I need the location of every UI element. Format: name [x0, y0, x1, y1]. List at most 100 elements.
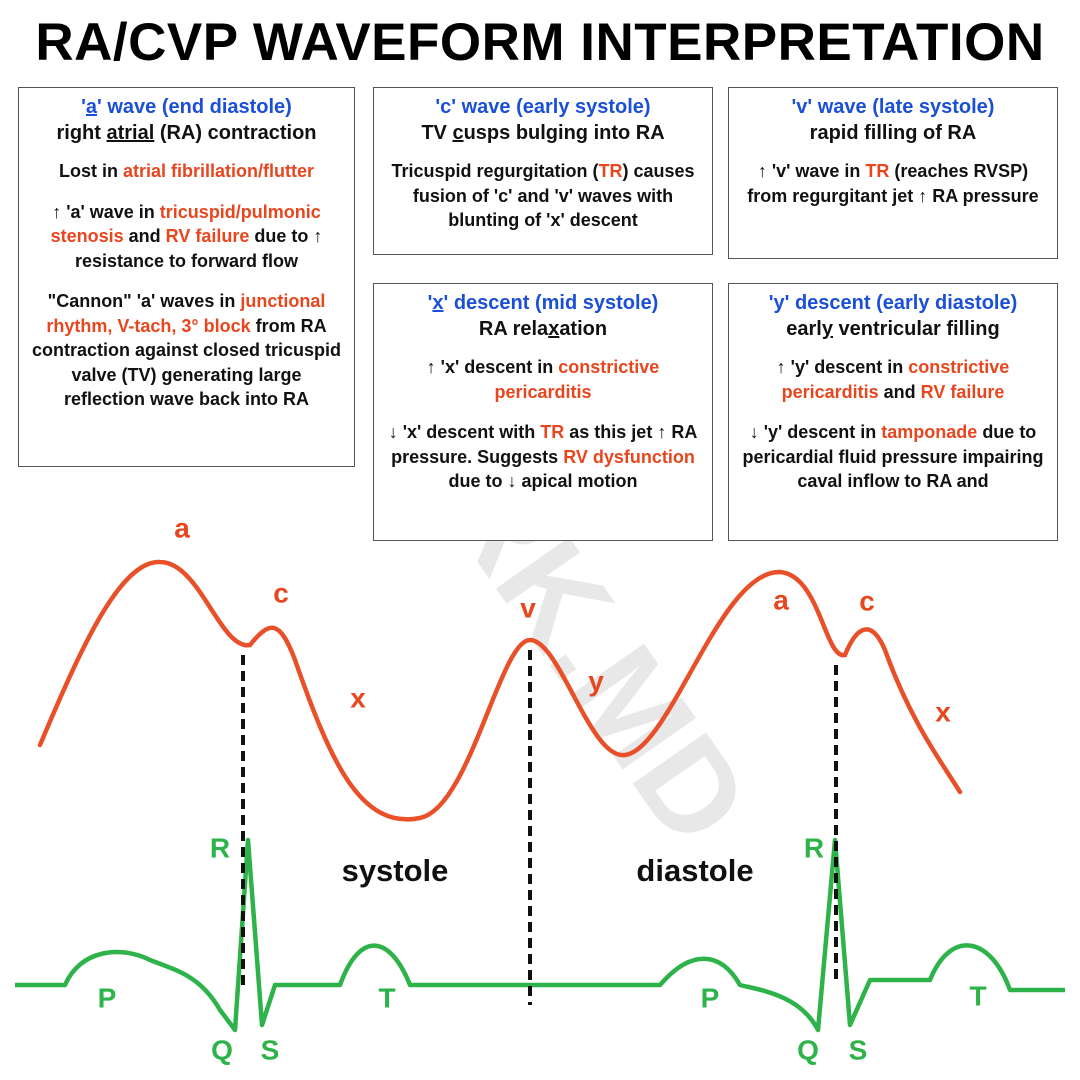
- info-box: 'v' wave (late systole) rapid filling of …: [728, 87, 1058, 259]
- box-paragraph: ↑ 'v' wave in TR (reaches RVSP) from reg…: [739, 159, 1047, 208]
- text-run: due to ↓ apical motion: [448, 471, 638, 491]
- text-run: from RA contraction against closed tricu…: [31, 315, 342, 410]
- box-subheading: right atrial (RA) contraction: [29, 120, 344, 147]
- text-run: ↓ 'x' descent with: [388, 422, 541, 442]
- text-run: RA rela: [478, 318, 549, 340]
- text-run: ↑ 'a' wave in: [52, 201, 160, 222]
- wave-label: c: [273, 577, 289, 608]
- text-run: ↑ 'v' wave in: [757, 161, 866, 181]
- box-subheading: early ventricular filling: [739, 316, 1047, 343]
- text-run: due to ↑ resistance to forward flow: [74, 226, 323, 271]
- text-run: ation: [559, 318, 608, 340]
- box-paragraph: ↑ 'a' wave in tricuspid/pulmonic stenosi…: [29, 200, 344, 274]
- text-run: RV failure: [920, 381, 1005, 402]
- ecg-label: S: [849, 1034, 868, 1065]
- text-run: atrial: [106, 122, 155, 144]
- text-run: (RA) contraction: [154, 122, 317, 144]
- box-paragraph: ↑ 'y' descent in constrictive pericardit…: [739, 355, 1047, 404]
- text-run: and: [878, 381, 921, 402]
- ecg-waveform: [15, 837, 1065, 1033]
- wave-label: v: [520, 592, 536, 623]
- text-run: ': [81, 96, 86, 118]
- text-run: ' wave (end diastole): [97, 96, 292, 118]
- info-box: 'y' descent (early diastole) early ventri…: [728, 283, 1058, 541]
- text-run: as this jet ↑ RA pressure. Suggests: [391, 422, 698, 467]
- text-run: ↓ 'y' descent in: [749, 422, 882, 442]
- text-run: TR: [540, 422, 565, 442]
- text-run: RV failure: [165, 226, 250, 246]
- text-run: c: [452, 122, 464, 144]
- wave-label: x: [350, 682, 366, 713]
- box-subheading: RA relaxation: [384, 316, 702, 343]
- text-run: ↑ 'y' descent in: [776, 357, 909, 377]
- page-title: RA/CVP WAVEFORM INTERPRETATION: [35, 13, 1045, 72]
- box-paragraph: "Cannon" 'a' waves in junctional rhythm,…: [29, 289, 344, 412]
- text-run: 'v' wave (late systole): [791, 96, 995, 118]
- ecg-label: R: [210, 832, 230, 863]
- box-paragraph: ↓ 'y' descent in tamponade due to perica…: [739, 420, 1047, 494]
- text-run: and: [123, 226, 166, 246]
- box-subheading: TV cusps bulging into RA: [384, 120, 702, 147]
- text-run: Lost in: [58, 161, 123, 181]
- timing-lines: [241, 650, 838, 1005]
- box-paragraph: ↑ 'x' descent in constrictive pericardit…: [384, 355, 702, 404]
- text-run: TR: [865, 161, 890, 181]
- text-run: constrictive pericarditis: [781, 357, 1010, 402]
- info-box: 'c' wave (early systole) TV cusps bulging…: [373, 87, 713, 255]
- phase-label: systole: [342, 853, 449, 888]
- text-run: ': [427, 292, 433, 314]
- box-heading: 'x' descent (mid systole): [384, 290, 702, 316]
- box-heading: 'a' wave (end diastole): [29, 94, 344, 120]
- ecg-label: Q: [797, 1034, 819, 1065]
- box-paragraph: Tricuspid regurgitation (TR) causes fusi…: [384, 159, 702, 233]
- text-run: y: [821, 318, 833, 340]
- text-run: ↑ 'x' descent in: [426, 357, 559, 377]
- text-run: 'c' wave (early systole): [435, 96, 651, 118]
- text-run: tricuspid/pulmonic stenosis: [50, 201, 321, 247]
- text-run: "Cannon" 'a' waves in: [47, 291, 241, 311]
- text-run: atrial fibrillation/flutter: [122, 161, 314, 181]
- text-run: constrictive pericarditis: [494, 357, 660, 402]
- text-run: TV: [421, 122, 453, 144]
- text-run: junctional rhythm, V-tach, 3° block: [46, 291, 326, 336]
- box-heading: 'v' wave (late systole): [739, 94, 1047, 120]
- ecg-label: P: [98, 982, 117, 1013]
- box-heading: 'c' wave (early systole): [384, 94, 702, 120]
- text-run: ventricular filling: [833, 318, 1000, 340]
- text-run: x: [432, 292, 444, 314]
- text-run: ) causes fusion of 'c' and 'v' waves wit…: [412, 161, 695, 230]
- text-run: rapid filling of RA: [809, 122, 977, 144]
- ecg-label: R: [804, 832, 824, 863]
- wave-label: y: [588, 665, 604, 696]
- text-run: Tricuspid regurgitation (: [391, 161, 599, 181]
- text-run: right: [56, 122, 107, 144]
- text-run: usps bulging into RA: [463, 122, 665, 144]
- info-box: 'a' wave (end diastole) right atrial (RA)…: [18, 87, 355, 467]
- wave-label: x: [935, 696, 951, 727]
- ra-waveform: [37, 559, 963, 822]
- box-paragraph: Lost in atrial fibrillation/flutter: [29, 159, 344, 184]
- ecg-label: S: [261, 1034, 280, 1065]
- text-run: x: [548, 318, 560, 340]
- box-paragraph: ↓ 'x' descent with TR as this jet ↑ RA p…: [384, 420, 702, 494]
- text-run: ' descent (mid systole): [443, 292, 659, 314]
- ecg-label: P: [701, 982, 720, 1013]
- text-run: (reaches RVSP) from regurgitant jet ↑ RA…: [747, 161, 1039, 206]
- box-heading: 'y' descent (early diastole): [739, 290, 1047, 316]
- wave-label: a: [174, 512, 190, 543]
- box-subheading: rapid filling of RA: [739, 120, 1047, 147]
- text-run: tamponade: [881, 422, 978, 442]
- text-run: 'y' descent (early diastole): [768, 292, 1018, 314]
- text-run: TR: [598, 161, 623, 181]
- text-run: RV dysfunction: [563, 446, 695, 467]
- ecg-label: T: [378, 982, 395, 1013]
- ecg-label: Q: [211, 1034, 233, 1065]
- info-box: 'x' descent (mid systole) RA relaxation ↑ …: [373, 283, 713, 541]
- wave-label: c: [859, 585, 875, 616]
- text-run: a: [85, 96, 98, 118]
- ecg-label: T: [969, 980, 986, 1011]
- text-run: due to pericardial fluid pressure impair…: [742, 422, 1044, 491]
- phase-label: diastole: [636, 853, 753, 888]
- wave-label: a: [773, 584, 789, 615]
